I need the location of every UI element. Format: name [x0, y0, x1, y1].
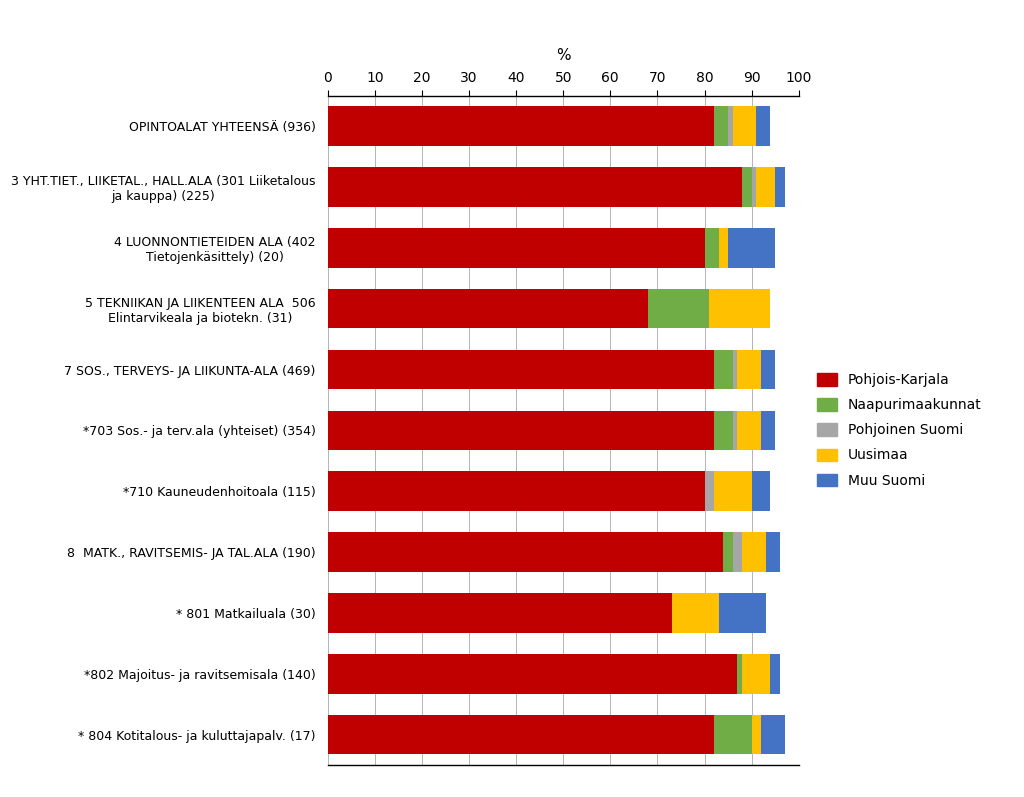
Bar — [742, 654, 770, 693]
Bar — [733, 532, 742, 572]
Bar — [328, 106, 714, 146]
Bar — [328, 289, 648, 328]
Legend: Pohjois-Karjala, Naapurimaakunnat, Pohjoinen Suomi, Uusimaa, Muu Suomi: Pohjois-Karjala, Naapurimaakunnat, Pohjo… — [810, 366, 988, 495]
Bar — [648, 289, 710, 328]
Bar — [714, 472, 752, 511]
Bar — [328, 593, 672, 633]
Bar — [761, 715, 784, 755]
Bar — [737, 654, 742, 693]
Bar — [328, 350, 714, 389]
Bar — [752, 715, 761, 755]
Bar — [752, 472, 770, 511]
Bar — [714, 106, 728, 146]
Bar — [710, 289, 770, 328]
Bar — [733, 106, 757, 146]
Bar — [733, 350, 737, 389]
Bar — [737, 410, 761, 450]
Bar — [719, 228, 728, 268]
X-axis label: %: % — [556, 48, 570, 63]
Bar — [770, 654, 780, 693]
Bar — [328, 410, 714, 450]
Bar — [728, 106, 733, 146]
Bar — [757, 167, 775, 206]
Bar — [723, 532, 733, 572]
Bar — [328, 532, 723, 572]
Bar — [761, 350, 775, 389]
Bar — [719, 593, 766, 633]
Bar — [328, 167, 742, 206]
Bar — [757, 106, 770, 146]
Bar — [733, 410, 737, 450]
Bar — [775, 167, 784, 206]
Bar — [761, 410, 775, 450]
Bar — [328, 715, 714, 755]
Bar — [728, 228, 775, 268]
Bar — [752, 167, 757, 206]
Bar — [714, 715, 752, 755]
Bar — [766, 532, 780, 572]
Bar — [742, 167, 752, 206]
Bar — [328, 654, 737, 693]
Bar — [672, 593, 719, 633]
Bar — [328, 228, 705, 268]
Bar — [714, 350, 733, 389]
Bar — [328, 472, 705, 511]
Bar — [705, 472, 714, 511]
Bar — [742, 532, 766, 572]
Bar — [705, 228, 719, 268]
Bar — [737, 350, 761, 389]
Bar — [714, 410, 733, 450]
